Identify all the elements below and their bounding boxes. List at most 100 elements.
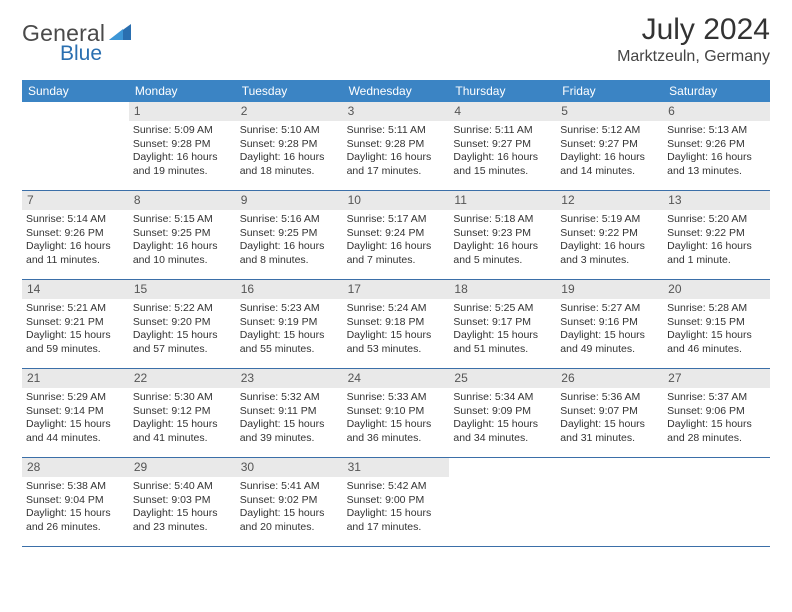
day-daylight2: and 23 minutes.: [133, 521, 232, 534]
day-sunrise: Sunrise: 5:30 AM: [133, 391, 232, 404]
day-number: 23: [236, 369, 343, 388]
day-sunrise: Sunrise: 5:40 AM: [133, 480, 232, 493]
day-daylight1: Daylight: 16 hours: [560, 151, 659, 164]
day-sunrise: Sunrise: 5:20 AM: [667, 213, 766, 226]
day-cell: 16Sunrise: 5:23 AMSunset: 9:19 PMDayligh…: [236, 280, 343, 368]
day-cell: 2Sunrise: 5:10 AMSunset: 9:28 PMDaylight…: [236, 102, 343, 190]
day-sunrise: Sunrise: 5:22 AM: [133, 302, 232, 315]
day-cell: 31Sunrise: 5:42 AMSunset: 9:00 PMDayligh…: [343, 458, 450, 546]
day-number: 1: [129, 102, 236, 121]
day-daylight1: Daylight: 15 hours: [667, 329, 766, 342]
weekday-header: Friday: [556, 80, 663, 102]
day-sunset: Sunset: 9:22 PM: [560, 227, 659, 240]
day-daylight1: Daylight: 16 hours: [26, 240, 125, 253]
day-sunrise: Sunrise: 5:17 AM: [347, 213, 446, 226]
day-sunset: Sunset: 9:19 PM: [240, 316, 339, 329]
day-sunrise: Sunrise: 5:33 AM: [347, 391, 446, 404]
day-daylight1: Daylight: 15 hours: [347, 507, 446, 520]
day-number: 9: [236, 191, 343, 210]
day-daylight1: Daylight: 16 hours: [453, 151, 552, 164]
day-cell: 15Sunrise: 5:22 AMSunset: 9:20 PMDayligh…: [129, 280, 236, 368]
weekday-header-row: SundayMondayTuesdayWednesdayThursdayFrid…: [22, 80, 770, 102]
day-number: 4: [449, 102, 556, 121]
day-sunrise: Sunrise: 5:32 AM: [240, 391, 339, 404]
day-sunrise: Sunrise: 5:21 AM: [26, 302, 125, 315]
day-daylight1: Daylight: 15 hours: [240, 418, 339, 431]
day-number: 19: [556, 280, 663, 299]
day-daylight2: and 49 minutes.: [560, 343, 659, 356]
day-daylight1: Daylight: 15 hours: [133, 418, 232, 431]
day-sunset: Sunset: 9:00 PM: [347, 494, 446, 507]
day-daylight2: and 39 minutes.: [240, 432, 339, 445]
day-cell: 10Sunrise: 5:17 AMSunset: 9:24 PMDayligh…: [343, 191, 450, 279]
day-sunrise: Sunrise: 5:37 AM: [667, 391, 766, 404]
day-cell: 30Sunrise: 5:41 AMSunset: 9:02 PMDayligh…: [236, 458, 343, 546]
day-sunset: Sunset: 9:03 PM: [133, 494, 232, 507]
day-number: 16: [236, 280, 343, 299]
day-daylight2: and 59 minutes.: [26, 343, 125, 356]
day-number: 22: [129, 369, 236, 388]
day-cell: 7Sunrise: 5:14 AMSunset: 9:26 PMDaylight…: [22, 191, 129, 279]
day-daylight2: and 3 minutes.: [560, 254, 659, 267]
day-daylight2: and 19 minutes.: [133, 165, 232, 178]
logo-triangle-icon: [109, 22, 131, 45]
day-daylight2: and 41 minutes.: [133, 432, 232, 445]
day-cell: [663, 458, 770, 546]
day-cell: 28Sunrise: 5:38 AMSunset: 9:04 PMDayligh…: [22, 458, 129, 546]
day-number: 12: [556, 191, 663, 210]
day-sunrise: Sunrise: 5:29 AM: [26, 391, 125, 404]
week-row: 1Sunrise: 5:09 AMSunset: 9:28 PMDaylight…: [22, 102, 770, 191]
day-number: 17: [343, 280, 450, 299]
week-row: 14Sunrise: 5:21 AMSunset: 9:21 PMDayligh…: [22, 280, 770, 369]
day-sunset: Sunset: 9:10 PM: [347, 405, 446, 418]
day-cell: 5Sunrise: 5:12 AMSunset: 9:27 PMDaylight…: [556, 102, 663, 190]
day-daylight1: Daylight: 16 hours: [667, 240, 766, 253]
day-cell: 1Sunrise: 5:09 AMSunset: 9:28 PMDaylight…: [129, 102, 236, 190]
day-number: 6: [663, 102, 770, 121]
day-daylight2: and 5 minutes.: [453, 254, 552, 267]
day-sunrise: Sunrise: 5:16 AM: [240, 213, 339, 226]
day-sunrise: Sunrise: 5:12 AM: [560, 124, 659, 137]
day-cell: [449, 458, 556, 546]
day-sunset: Sunset: 9:07 PM: [560, 405, 659, 418]
day-daylight1: Daylight: 16 hours: [240, 240, 339, 253]
day-number: 13: [663, 191, 770, 210]
day-daylight2: and 26 minutes.: [26, 521, 125, 534]
weekday-header: Monday: [129, 80, 236, 102]
day-sunset: Sunset: 9:24 PM: [347, 227, 446, 240]
day-cell: 26Sunrise: 5:36 AMSunset: 9:07 PMDayligh…: [556, 369, 663, 457]
day-daylight1: Daylight: 15 hours: [240, 329, 339, 342]
day-number: 8: [129, 191, 236, 210]
day-cell: 20Sunrise: 5:28 AMSunset: 9:15 PMDayligh…: [663, 280, 770, 368]
day-daylight2: and 8 minutes.: [240, 254, 339, 267]
day-daylight1: Daylight: 15 hours: [347, 329, 446, 342]
day-daylight2: and 46 minutes.: [667, 343, 766, 356]
day-number: 10: [343, 191, 450, 210]
day-sunrise: Sunrise: 5:13 AM: [667, 124, 766, 137]
day-number: 20: [663, 280, 770, 299]
day-sunset: Sunset: 9:25 PM: [240, 227, 339, 240]
day-number: 25: [449, 369, 556, 388]
day-cell: 24Sunrise: 5:33 AMSunset: 9:10 PMDayligh…: [343, 369, 450, 457]
day-sunrise: Sunrise: 5:27 AM: [560, 302, 659, 315]
header: General Blue July 2024 Marktzeuln, Germa…: [22, 14, 770, 76]
day-daylight2: and 14 minutes.: [560, 165, 659, 178]
day-daylight2: and 44 minutes.: [26, 432, 125, 445]
day-sunrise: Sunrise: 5:10 AM: [240, 124, 339, 137]
day-cell: 6Sunrise: 5:13 AMSunset: 9:26 PMDaylight…: [663, 102, 770, 190]
day-number: 15: [129, 280, 236, 299]
day-daylight2: and 51 minutes.: [453, 343, 552, 356]
day-number: 24: [343, 369, 450, 388]
week-row: 28Sunrise: 5:38 AMSunset: 9:04 PMDayligh…: [22, 458, 770, 547]
day-cell: 11Sunrise: 5:18 AMSunset: 9:23 PMDayligh…: [449, 191, 556, 279]
day-daylight2: and 31 minutes.: [560, 432, 659, 445]
day-cell: 21Sunrise: 5:29 AMSunset: 9:14 PMDayligh…: [22, 369, 129, 457]
day-sunrise: Sunrise: 5:24 AM: [347, 302, 446, 315]
day-cell: [22, 102, 129, 190]
day-number: 28: [22, 458, 129, 477]
day-daylight2: and 18 minutes.: [240, 165, 339, 178]
day-sunrise: Sunrise: 5:18 AM: [453, 213, 552, 226]
day-sunrise: Sunrise: 5:25 AM: [453, 302, 552, 315]
day-daylight2: and 55 minutes.: [240, 343, 339, 356]
day-number: 3: [343, 102, 450, 121]
